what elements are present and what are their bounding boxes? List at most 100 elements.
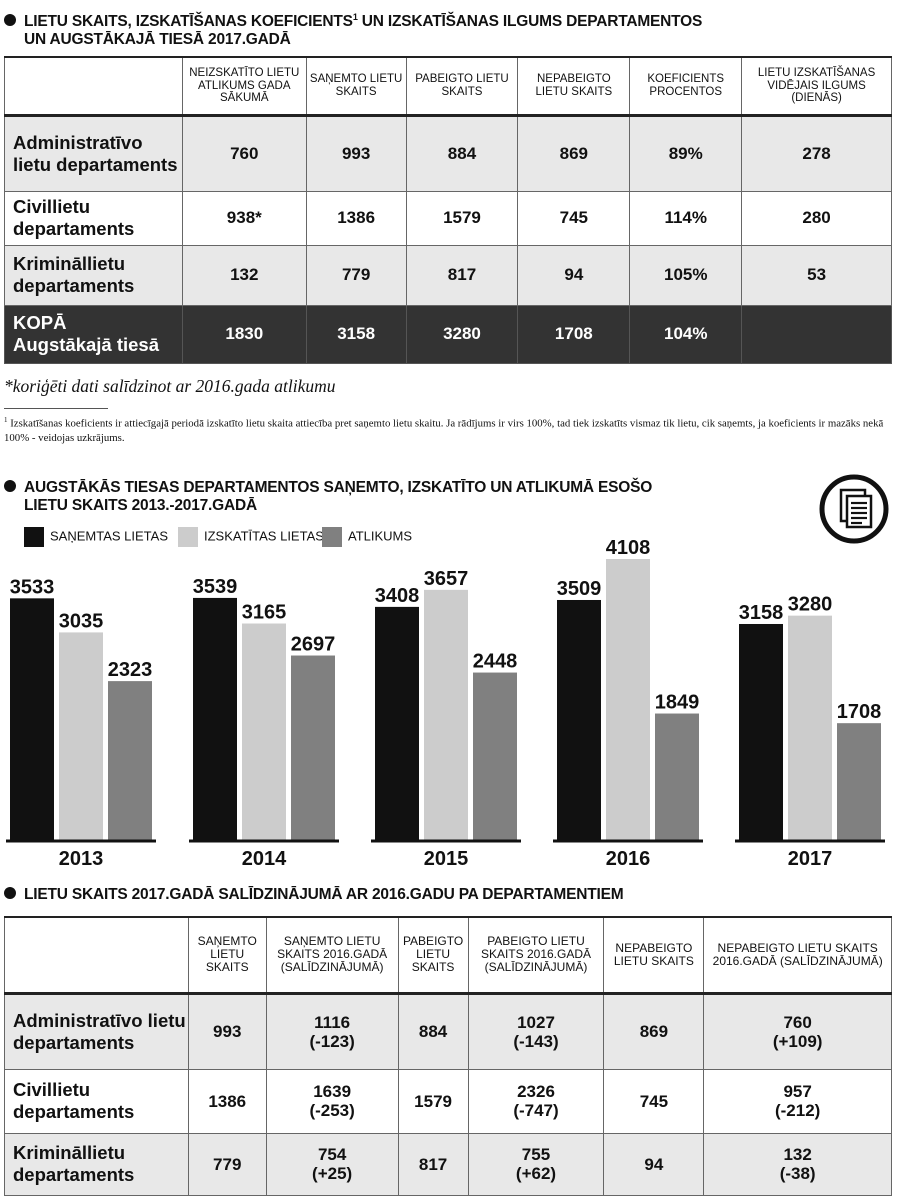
document-stack-icon <box>819 474 889 544</box>
bar-value-label: 3280 <box>788 594 833 616</box>
header-cell: NEPABEIGTO LIETU SKAITS 2016.GADĀ (SALĪD… <box>703 916 892 994</box>
table-cell: 1027 (-143) <box>467 991 605 1070</box>
table-cell: 1386 <box>187 1068 267 1134</box>
bar-value-label: 3158 <box>739 602 784 624</box>
table-cell: 94 <box>603 1132 705 1196</box>
table-cell: 1639 (-253) <box>265 1068 399 1134</box>
summary-table-2017: NEIZSKATĪTO LIETU ATLIKUMS GADA SĀKUMĀ S… <box>4 56 892 364</box>
section2-title: AUGSTĀKĀS TIESAS DEPARTAMENTOS SAŅEMTO, … <box>4 479 652 515</box>
bar-value-label: 4108 <box>606 540 651 559</box>
bar-2014-2 <box>291 655 335 840</box>
table-cell: 957 (-212) <box>703 1068 892 1134</box>
table-cell: 779 <box>187 1132 267 1196</box>
bar-value-label: 3165 <box>242 602 287 624</box>
bar-2017-0 <box>739 623 783 840</box>
header-cell: LIETU IZSKATĪŠANAS VIDĒJAIS ILGUMS (DIEN… <box>741 56 892 116</box>
bar-2015-1 <box>424 589 468 840</box>
table-cell: 1579 <box>405 190 519 246</box>
year-label: 2016 <box>606 848 651 870</box>
table-cell: 94 <box>517 244 631 306</box>
table-cell: 938* <box>181 190 307 246</box>
table-cell: 132 <box>181 244 307 306</box>
header-empty <box>4 56 183 116</box>
table-cell: 993 <box>305 113 407 192</box>
table-cell: 278 <box>741 113 892 192</box>
bar-value-label: 1849 <box>655 692 700 714</box>
comparison-table-2016: SAŅEMTO LIETU SKAITS SAŅEMTO LIETU SKAIT… <box>4 916 892 1196</box>
total-label: KOPĀ Augstākajā tiesā <box>4 304 183 364</box>
legend-swatch <box>322 527 342 547</box>
table-cell: 132 (-38) <box>703 1132 892 1196</box>
year-label: 2015 <box>424 848 469 870</box>
correction-note: *koriģēti dati salīdzinot ar 2016.gada a… <box>4 376 336 396</box>
bar-2015-2 <box>473 672 517 840</box>
bar-2017-2 <box>837 723 881 840</box>
bar-value-label: 3035 <box>59 610 104 632</box>
table-cell: 1708 <box>517 304 631 364</box>
table-cell: 884 <box>397 991 469 1070</box>
row-label: Administratīvo lietu departaments <box>4 991 189 1070</box>
bar-2014-1 <box>242 623 286 840</box>
bar-value-label: 3657 <box>424 568 469 590</box>
bar-value-label: 2323 <box>108 659 153 681</box>
table-cell <box>741 304 892 364</box>
bar-2016-0 <box>557 599 601 840</box>
table-cell: 53 <box>741 244 892 306</box>
bar-value-label: 3408 <box>375 585 420 607</box>
bar-2016-2 <box>655 713 699 840</box>
table-cell: 105% <box>629 244 743 306</box>
table-cell: 745 <box>603 1068 705 1134</box>
table-cell: 817 <box>397 1132 469 1196</box>
legend-swatch <box>24 527 44 547</box>
table-cell: 1579 <box>397 1068 469 1134</box>
section1-title: LIETU SKAITS, IZSKATĪŠANAS KOEFICIENTS1 … <box>4 8 702 49</box>
total-row: KOPĀ Augstākajā tiesā 1830 3158 3280 170… <box>4 304 892 364</box>
year-label: 2013 <box>59 848 104 870</box>
table-cell: 760 <box>181 113 307 192</box>
bar-value-label: 1708 <box>837 701 882 723</box>
table-cell: 1386 <box>305 190 407 246</box>
table-cell: 3280 <box>405 304 519 364</box>
section3-title: LIETU SKAITS 2017.GADĀ SALĪDZINĀJUMĀ AR … <box>4 886 624 904</box>
bar-value-label: 3509 <box>557 578 602 600</box>
header-cell: PABEIGTO LIETU SKAITS <box>405 56 519 116</box>
footnote-divider <box>4 408 108 409</box>
table-row: Administratīvo lietu departaments 993 11… <box>4 991 892 1070</box>
footnote: 1 Izskatīšanas koeficients ir attiecīgaj… <box>4 416 884 444</box>
table-cell: 817 <box>405 244 519 306</box>
bar-2014-0 <box>193 597 237 840</box>
header-cell: NEPABEIGTO LIETU SKAITS <box>517 56 631 116</box>
table-cell: 280 <box>741 190 892 246</box>
header-empty <box>4 916 189 994</box>
bullet-icon <box>4 480 16 492</box>
row-label: Civillietu departaments <box>4 190 183 246</box>
row-label: Administratīvo lietu departaments <box>4 113 183 192</box>
row-label: Krimināllietu departaments <box>4 244 183 306</box>
header-cell: KOEFICIENTS PROCENTOS <box>629 56 743 116</box>
legend-item: SAŅEMTAS LIETAS <box>24 527 168 547</box>
table-cell: 884 <box>405 113 519 192</box>
legend-item: IZSKATĪTAS LIETAS <box>178 527 324 547</box>
header-cell: SAŅEMTO LIETU SKAITS 2016.GADĀ (SALĪDZIN… <box>265 916 399 994</box>
bar-2015-0 <box>375 606 419 840</box>
table-cell: 2326 (-747) <box>467 1068 605 1134</box>
legend-swatch <box>178 527 198 547</box>
row-label: Civillietu departaments <box>4 1068 189 1134</box>
table-row: Krimināllietu departaments 132 779 817 9… <box>4 244 892 306</box>
bar-value-label: 3539 <box>193 576 238 598</box>
table-cell: 114% <box>629 190 743 246</box>
year-label: 2017 <box>788 848 833 870</box>
table-cell: 104% <box>629 304 743 364</box>
table-cell: 1830 <box>181 304 307 364</box>
table-cell: 760 (+109) <box>703 991 892 1070</box>
bullet-icon <box>4 14 16 27</box>
table-cell: 3158 <box>305 304 407 364</box>
bar-value-label: 3533 <box>10 576 55 598</box>
bullet-icon <box>4 887 16 899</box>
table-cell: 993 <box>187 991 267 1070</box>
table-cell: 869 <box>517 113 631 192</box>
header-cell: PABEIGTO LIETU SKAITS 2016.GADĀ (SALĪDZI… <box>467 916 605 994</box>
table-cell: 754 (+25) <box>265 1132 399 1196</box>
header-cell: PABEIGTO LIETU SKAITS <box>397 916 469 994</box>
table-row: Civillietu departaments 938* 1386 1579 7… <box>4 190 892 246</box>
